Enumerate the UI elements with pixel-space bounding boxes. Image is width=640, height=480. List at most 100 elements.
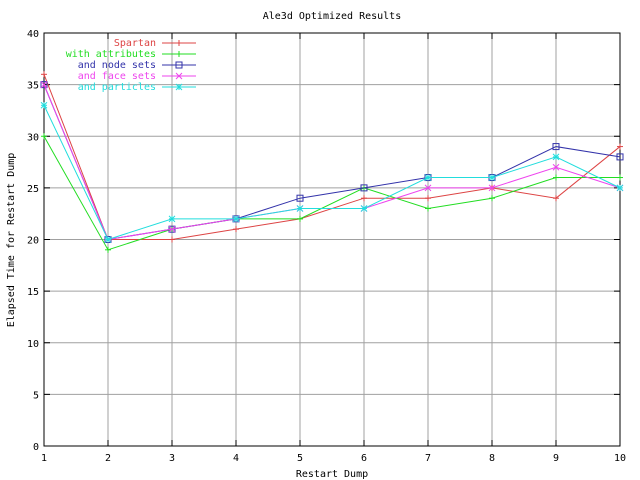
legend-label: and face sets bbox=[78, 71, 156, 82]
data-point bbox=[489, 195, 495, 202]
x-tick-label: 8 bbox=[489, 453, 495, 464]
marker-stroke bbox=[175, 83, 183, 91]
series-3 bbox=[40, 81, 624, 243]
data-point bbox=[40, 101, 48, 109]
marker-stroke bbox=[296, 205, 304, 212]
marker-stroke bbox=[168, 215, 176, 223]
legend-item: and node sets bbox=[78, 60, 196, 71]
marker-stroke bbox=[424, 174, 432, 181]
x-tick-label: 6 bbox=[361, 453, 367, 464]
marker-stroke bbox=[552, 153, 560, 161]
data-point bbox=[168, 215, 176, 223]
data-point bbox=[169, 236, 175, 243]
y-tick-label: 35 bbox=[27, 81, 39, 92]
legend-item: and particles bbox=[78, 82, 196, 93]
data-point bbox=[297, 215, 303, 222]
data-point bbox=[616, 153, 624, 161]
data-point bbox=[41, 133, 47, 140]
legend-marker bbox=[175, 61, 183, 69]
marker-stroke bbox=[232, 215, 240, 223]
marker-stroke bbox=[360, 205, 368, 212]
data-point bbox=[232, 215, 240, 223]
marker-stroke bbox=[175, 72, 183, 80]
data-point bbox=[552, 153, 560, 161]
y-tick-label: 0 bbox=[33, 442, 39, 453]
data-point bbox=[361, 195, 367, 202]
data-point bbox=[552, 143, 560, 151]
data-point bbox=[233, 226, 239, 233]
marker-stroke bbox=[40, 81, 48, 88]
legend-marker bbox=[175, 72, 183, 80]
legend-marker bbox=[176, 40, 182, 46]
y-tick-label: 15 bbox=[27, 287, 39, 298]
series-layer bbox=[40, 71, 624, 253]
y-axis-label: Elapsed Time for Restart Dump bbox=[6, 153, 17, 328]
legend-label: Spartan bbox=[114, 38, 156, 49]
data-point bbox=[41, 71, 47, 78]
marker-stroke bbox=[424, 184, 432, 192]
data-point bbox=[40, 81, 48, 89]
marker-stroke bbox=[488, 174, 496, 181]
legend-label: and node sets bbox=[78, 60, 156, 71]
chart-title: Ale3d Optimized Results bbox=[263, 11, 401, 22]
x-tick-label: 2 bbox=[105, 453, 111, 464]
data-point bbox=[617, 174, 623, 181]
x-tick-label: 7 bbox=[425, 453, 431, 464]
data-point bbox=[360, 205, 368, 212]
data-point bbox=[360, 184, 368, 192]
x-tick-label: 5 bbox=[297, 453, 303, 464]
marker-stroke bbox=[40, 101, 48, 109]
y-tick-label: 10 bbox=[27, 339, 39, 350]
series-line bbox=[43, 136, 620, 251]
data-point bbox=[553, 195, 559, 202]
data-point bbox=[425, 195, 431, 202]
data-point bbox=[424, 184, 432, 192]
data-point bbox=[488, 184, 496, 192]
marker-stroke bbox=[552, 163, 560, 171]
series-5 bbox=[40, 101, 624, 243]
series-line bbox=[43, 84, 621, 241]
y-tick-label: 25 bbox=[27, 184, 39, 195]
marker-stroke bbox=[175, 61, 183, 69]
axis-tick-labels: 1 2 3 4 5 6 7 8 9 10 0 5 10 15 20 25 30 35 40 bbox=[27, 29, 626, 464]
x-axis-label: Restart Dump bbox=[296, 469, 368, 480]
marker-stroke bbox=[616, 153, 624, 161]
data-point bbox=[40, 81, 48, 88]
y-tick-label: 30 bbox=[27, 132, 39, 143]
marker-stroke bbox=[168, 225, 176, 233]
marker-stroke bbox=[40, 81, 48, 89]
y-tick-label: 5 bbox=[33, 390, 39, 401]
marker-stroke bbox=[552, 143, 560, 151]
series-line bbox=[43, 84, 621, 241]
x-tick-label: 4 bbox=[233, 453, 239, 464]
data-point bbox=[424, 174, 432, 181]
data-point bbox=[552, 163, 560, 171]
data-point bbox=[553, 174, 559, 181]
marker-stroke bbox=[616, 184, 624, 192]
axis-ticks bbox=[43, 32, 621, 447]
data-point bbox=[296, 194, 304, 202]
data-point bbox=[617, 143, 623, 150]
x-tick-label: 9 bbox=[553, 453, 559, 464]
data-point bbox=[488, 174, 496, 181]
marker-stroke bbox=[104, 236, 112, 243]
marker-stroke bbox=[360, 184, 368, 192]
y-tick-label: 40 bbox=[27, 29, 39, 40]
data-point bbox=[105, 246, 111, 253]
legend-item: and face sets bbox=[78, 71, 196, 82]
series-4 bbox=[40, 81, 624, 243]
legend-marker bbox=[176, 51, 182, 57]
data-point bbox=[168, 225, 176, 233]
x-tick-label: 10 bbox=[614, 453, 626, 464]
data-point bbox=[616, 184, 624, 192]
marker-stroke bbox=[488, 184, 496, 192]
legend-item: Spartan bbox=[114, 38, 196, 49]
legend-marker bbox=[175, 83, 183, 91]
marker-stroke bbox=[296, 194, 304, 202]
legend-item: with attributes bbox=[66, 49, 196, 60]
data-point bbox=[104, 236, 112, 243]
data-point bbox=[425, 205, 431, 212]
legend-label: and particles bbox=[78, 82, 156, 93]
